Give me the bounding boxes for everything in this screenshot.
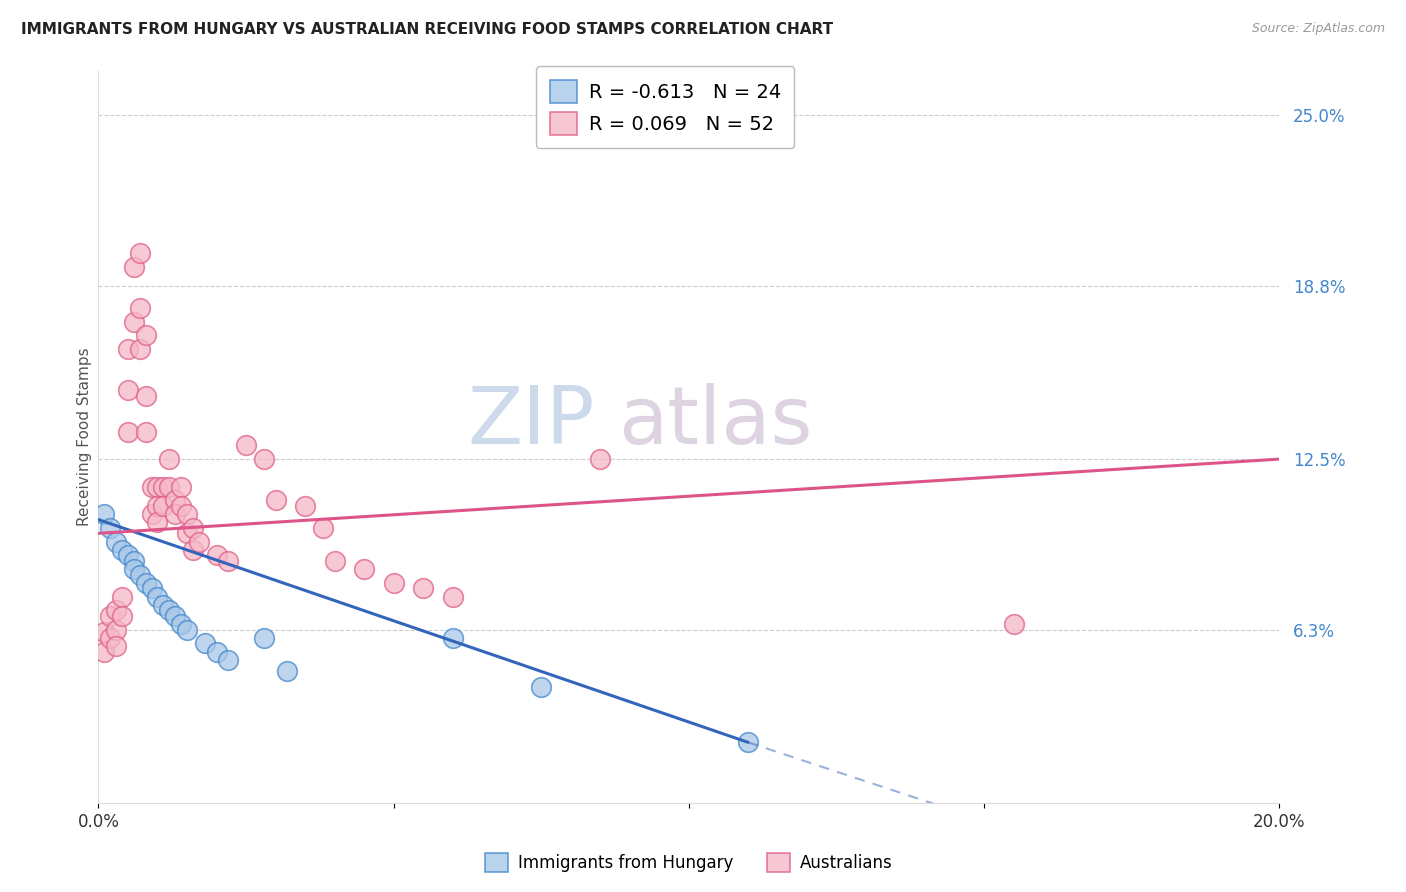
Point [135, 575, 157, 590]
Point [176, 507, 198, 521]
Point [181, 521, 204, 535]
Legend: Immigrants from Hungary, Australians: Immigrants from Hungary, Australians [478, 846, 900, 879]
Point [128, 245, 150, 260]
Point [128, 342, 150, 356]
Point [93, 625, 115, 640]
Point [276, 664, 298, 678]
Point [170, 499, 193, 513]
Point [105, 623, 128, 637]
Point [146, 479, 169, 493]
Point [141, 582, 163, 596]
Point [170, 479, 193, 493]
Point [253, 631, 276, 645]
Text: Source: ZipAtlas.com: Source: ZipAtlas.com [1251, 22, 1385, 36]
Text: ZIP: ZIP [467, 384, 595, 461]
Point [93, 507, 115, 521]
Point [157, 479, 180, 493]
Text: IMMIGRANTS FROM HUNGARY VS AUSTRALIAN RECEIVING FOOD STAMPS CORRELATION CHART: IMMIGRANTS FROM HUNGARY VS AUSTRALIAN RE… [21, 22, 834, 37]
Point [165, 608, 187, 623]
Point [146, 516, 169, 530]
Point [146, 499, 169, 513]
Point [176, 623, 198, 637]
Point [141, 507, 163, 521]
Point [253, 452, 276, 467]
Point [135, 425, 157, 439]
Point [93, 644, 115, 658]
Point [176, 526, 198, 541]
Point [135, 389, 157, 403]
Point [382, 575, 405, 590]
Point [194, 636, 217, 650]
Point [105, 603, 128, 617]
Point [157, 603, 180, 617]
Point [165, 507, 187, 521]
Point [152, 499, 174, 513]
Point [98, 521, 121, 535]
Point [111, 590, 134, 604]
Point [98, 631, 121, 645]
Point [187, 534, 209, 549]
Point [105, 534, 128, 549]
Point [152, 598, 174, 612]
Point [312, 521, 335, 535]
Point [441, 631, 464, 645]
Y-axis label: Receiving Food Stamps: Receiving Food Stamps [77, 348, 91, 526]
Point [105, 639, 128, 653]
Point [294, 499, 316, 513]
Point [117, 425, 139, 439]
Point [111, 608, 134, 623]
Point [217, 554, 239, 568]
Point [157, 452, 180, 467]
Point [117, 549, 139, 563]
Point [117, 384, 139, 398]
Point [530, 681, 553, 695]
Point [353, 562, 375, 576]
Point [122, 562, 145, 576]
Point [412, 582, 434, 596]
Point [128, 301, 150, 315]
Point [441, 590, 464, 604]
Point [98, 608, 121, 623]
Text: atlas: atlas [619, 384, 813, 461]
Point [146, 590, 169, 604]
Point [589, 452, 612, 467]
Point [181, 542, 204, 557]
Point [111, 542, 134, 557]
Point [141, 479, 163, 493]
Point [117, 342, 139, 356]
Point [737, 735, 759, 749]
Point [128, 567, 150, 582]
Point [135, 328, 157, 343]
Point [264, 493, 287, 508]
Point [1002, 617, 1025, 632]
Point [122, 260, 145, 274]
Point [323, 554, 346, 568]
Point [122, 554, 145, 568]
Point [122, 315, 145, 329]
Point [165, 493, 187, 508]
Point [217, 653, 239, 667]
Point [205, 644, 228, 658]
Point [235, 438, 257, 452]
Point [205, 549, 228, 563]
Point [152, 479, 174, 493]
Point [170, 617, 193, 632]
